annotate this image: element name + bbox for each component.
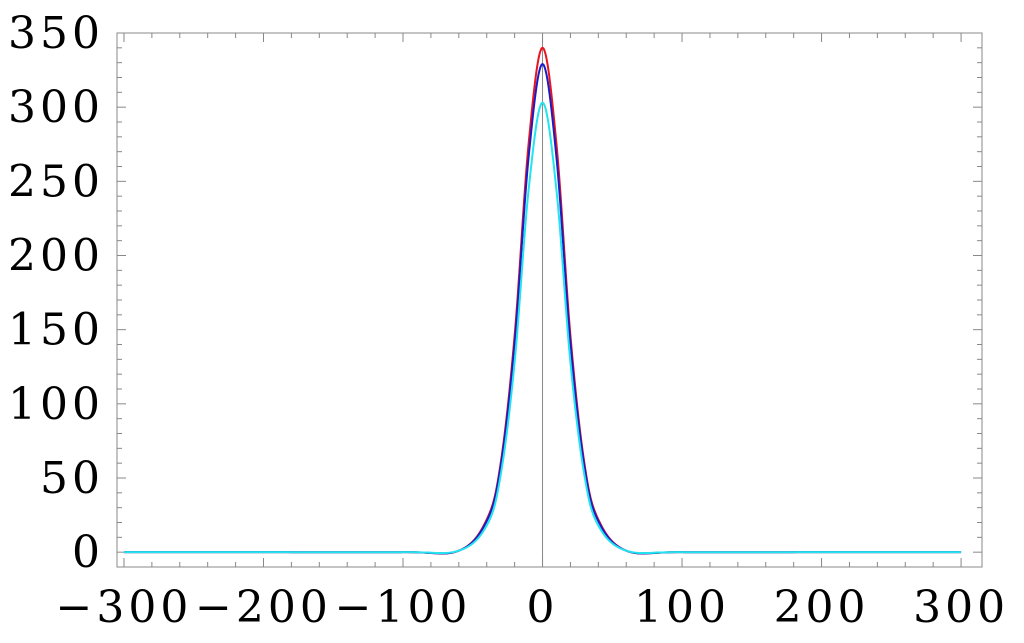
x-tick-label: 0 [527,582,559,633]
x-axis-ticks [123,33,962,567]
x-axis-tick-labels: −300 −200 −100 0 100 200 300 [56,582,1009,633]
y-axis-ticks [117,32,982,553]
y-tick-label: 200 [8,231,104,282]
y-tick-label: 0 [72,527,104,578]
x-tick-label: 100 [634,582,730,633]
plot-frame [116,32,983,568]
x-tick-label: −300 [56,582,193,633]
y-tick-label: 300 [8,82,104,133]
x-tick-label: 300 [913,582,1009,633]
y-tick-label: 350 [8,8,104,59]
series-line-3 [123,101,962,555]
y-tick-label: 250 [8,156,104,207]
x-tick-label: −100 [335,582,472,633]
x-tick-label: −200 [195,582,332,633]
y-tick-label: 100 [8,379,104,430]
series-layer [123,46,962,555]
y-tick-label: 50 [40,453,104,504]
x-tick-label: 200 [774,582,870,633]
y-axis-tick-labels: 0 50 100 150 200 250 300 350 [8,8,104,578]
y-tick-label: 150 [8,305,104,356]
